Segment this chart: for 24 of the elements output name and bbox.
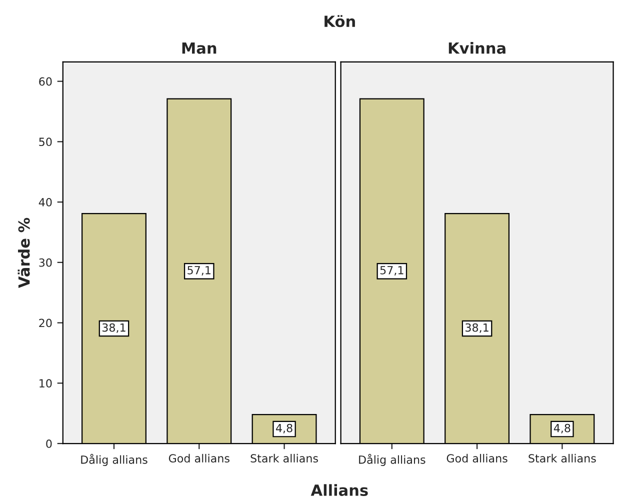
chart-title: Man — [182, 42, 216, 54]
data-label: 4,8 — [276, 424, 292, 434]
y-tick-label: 50 — [39, 138, 52, 146]
y-axis-title: Värde % — [18, 218, 30, 288]
data-label: 57,1 — [380, 266, 404, 276]
y-tick-label: 20 — [39, 318, 52, 328]
data-label: 38,1 — [102, 323, 126, 333]
x-tick-label: God allians — [168, 454, 230, 463]
y-tick-label: 10 — [40, 379, 52, 388]
data-label: 57,1 — [188, 266, 210, 276]
y-tick-label: 30 — [39, 258, 52, 267]
x-tick-label: God allians — [446, 454, 508, 463]
x-tick-label: Stark allians — [528, 454, 596, 463]
x-axis-title: Allians — [310, 484, 368, 496]
data-label: 4,8 — [554, 424, 570, 434]
y-tick-label: 0 — [46, 439, 52, 448]
x-tick-label: Dålig allians — [81, 454, 148, 466]
x-tick-label: Dålig allians — [359, 454, 426, 466]
y-tick-label: 40 — [38, 198, 52, 206]
x-tick-label: Stark allians — [250, 454, 318, 463]
y-tick-label: 60 — [39, 77, 52, 86]
data-label: 38,1 — [466, 323, 488, 333]
chart-title: Kvinna — [448, 42, 506, 54]
text: Kön — [324, 15, 355, 28]
